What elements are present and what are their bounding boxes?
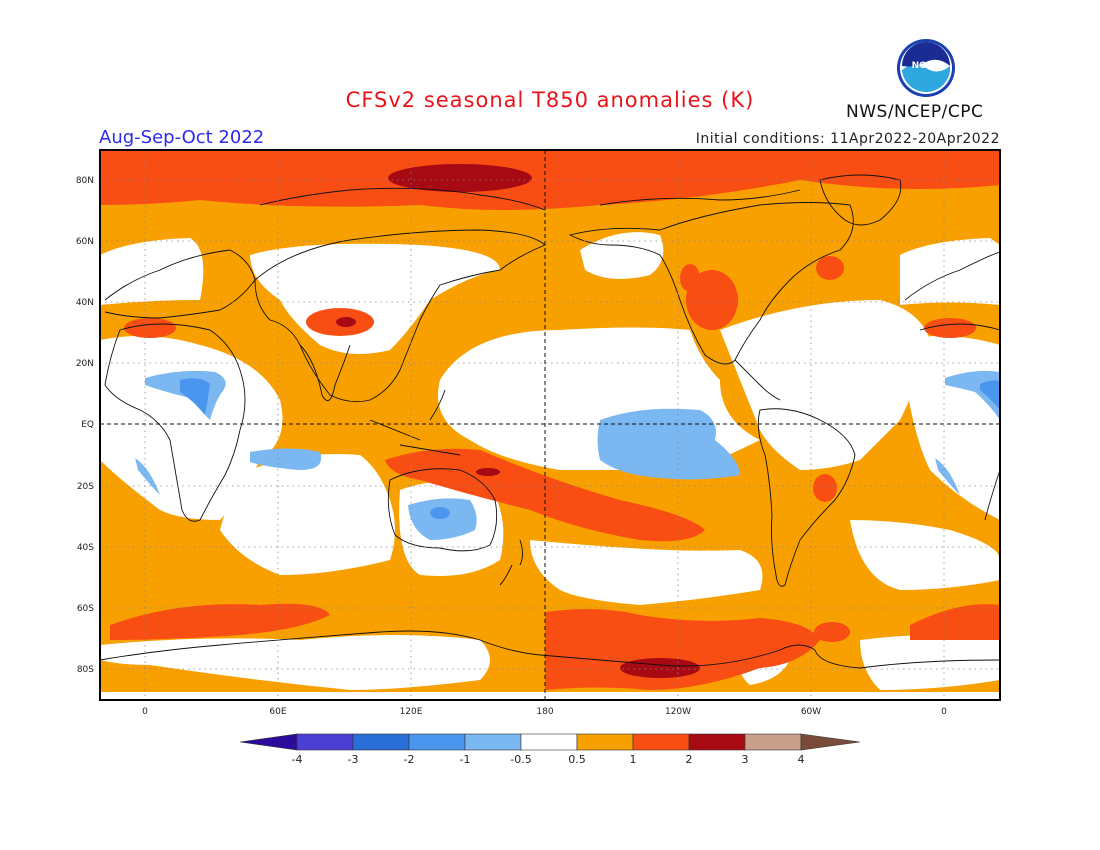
map-grid: [100, 150, 1000, 700]
organization-label: NWS/NCEP/CPC: [846, 102, 984, 122]
colorbar-swatch: [352, 733, 410, 751]
lat-label: 80N: [76, 176, 94, 186]
colorbar-swatch: [744, 733, 802, 751]
colorbar-label: 1: [630, 753, 637, 766]
lat-label: 40N: [76, 298, 94, 308]
colorbar-swatch: [296, 733, 354, 751]
map-field: [100, 150, 1000, 700]
coastlines: [100, 174, 1000, 669]
colorbar-label: 3: [742, 753, 749, 766]
lon-label: 0: [142, 707, 148, 717]
lat-label: 80S: [77, 665, 94, 675]
lon-label: 180: [536, 707, 553, 717]
colorbar-swatch: [632, 733, 690, 751]
lon-label: 120E: [400, 707, 423, 717]
logo-text: NOAA: [912, 61, 941, 71]
initial-conditions: Initial conditions: 11Apr2022-20Apr2022: [695, 131, 1000, 147]
colorbar-swatch: [800, 733, 861, 751]
lat-label: 20N: [76, 359, 94, 369]
lat-label: 20S: [77, 482, 94, 492]
lat-label: 40S: [77, 543, 94, 553]
lat-label: EQ: [81, 420, 94, 430]
lat-label: 60N: [76, 237, 94, 247]
map-title: CFSv2 seasonal T850 anomalies (K): [345, 88, 755, 112]
colorbar-swatch: [464, 733, 522, 751]
lat-label: 60S: [77, 604, 94, 614]
colorbar-swatch: [408, 733, 466, 751]
colorbar-label: 0.5: [568, 753, 586, 766]
noaa-logo-icon: NOAA: [897, 39, 955, 97]
colorbar-swatch: [520, 733, 578, 751]
latitude-axis: 80N 60N 40N 20N EQ 20S 40S 60S 80S: [76, 176, 94, 675]
colorbar-label: -4: [292, 753, 303, 766]
colorbar-label: 2: [686, 753, 693, 766]
longitude-axis: 0 60E 120E 180 120W 60W 0: [142, 707, 947, 717]
lon-label: 120W: [665, 707, 691, 717]
colorbar: -4 -3 -2 -1 -0.5 0.5 1 2 3 4: [239, 733, 861, 766]
lon-label: 60E: [269, 707, 286, 717]
colorbar-swatch: [688, 733, 746, 751]
lon-label: 60W: [801, 707, 821, 717]
colorbar-label: 4: [798, 753, 805, 766]
colorbar-swatch: [576, 733, 634, 751]
colorbar-label: -1: [460, 753, 471, 766]
map-frame: [99, 149, 1001, 701]
colorbar-swatch: [239, 733, 298, 751]
colorbar-label: -0.5: [510, 753, 531, 766]
forecast-period: Aug-Sep-Oct 2022: [99, 127, 265, 148]
lon-label: 0: [941, 707, 947, 717]
colorbar-label: -3: [348, 753, 359, 766]
colorbar-label: -2: [404, 753, 415, 766]
